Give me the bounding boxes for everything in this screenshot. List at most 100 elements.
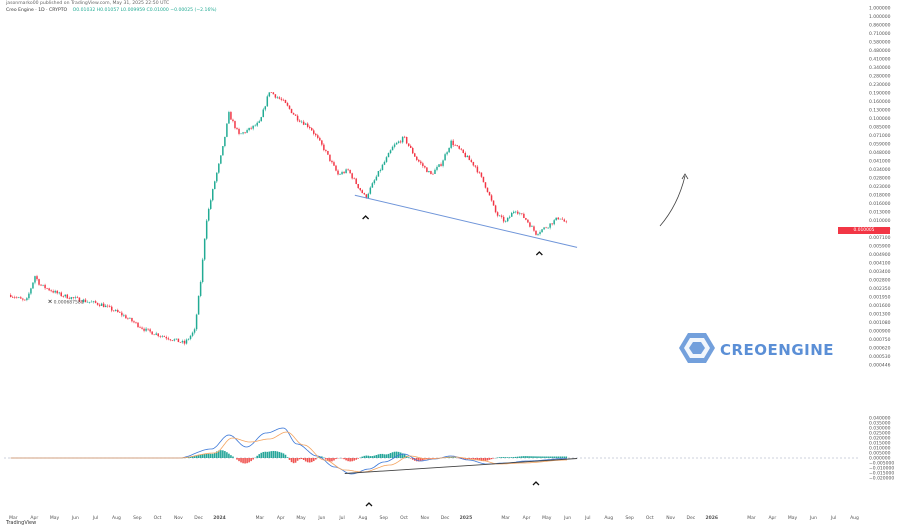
macd-tick-label: −0.010000	[869, 466, 894, 472]
candle-body	[20, 297, 22, 299]
time-tick-label: Jun	[809, 515, 817, 521]
macd-axis: 0.0400000.0350000.0300000.0250000.020000…	[4, 416, 894, 482]
candle-body	[102, 303, 105, 308]
candle-body	[46, 288, 48, 289]
candle-body	[296, 115, 299, 121]
candle-body	[486, 187, 489, 193]
time-tick-label: Mar	[501, 515, 510, 521]
histogram-bar	[387, 453, 390, 458]
histogram-bar	[547, 456, 549, 458]
chevron-up-icon	[532, 481, 540, 486]
candle-body	[448, 147, 450, 153]
time-tick-label: Mar	[747, 515, 756, 521]
histogram-bar	[278, 451, 281, 458]
candle-body	[246, 130, 248, 133]
histogram-bar	[298, 458, 301, 460]
candle-body	[541, 229, 543, 233]
histogram-bar	[527, 456, 529, 458]
time-tick-label: 2026	[705, 515, 718, 521]
histogram-bar	[327, 458, 329, 461]
candle-body	[375, 176, 378, 181]
candle-body	[222, 146, 224, 156]
candle-body	[547, 227, 549, 229]
candle-body	[335, 165, 337, 171]
histogram-bar	[353, 458, 355, 461]
histogram-bar	[401, 453, 404, 458]
candle-body	[367, 193, 370, 198]
price-tick-label: 0.000530	[869, 354, 891, 360]
histogram-bar	[399, 452, 402, 458]
chevron-up-icon	[362, 215, 370, 220]
histogram-bar	[365, 455, 368, 458]
candle-body	[426, 167, 428, 173]
candle-body	[464, 152, 467, 158]
histogram-bar	[371, 456, 374, 458]
histogram-bar	[314, 458, 317, 460]
histogram-bar	[276, 451, 279, 458]
candle-body	[66, 294, 69, 299]
candle-body	[399, 141, 402, 143]
candle-body	[60, 292, 62, 297]
candle-body	[209, 200, 212, 209]
histogram-bar	[367, 455, 370, 458]
candle-body	[405, 137, 408, 144]
histogram-bar	[256, 455, 258, 458]
macd-tick-label: 0.040000	[869, 416, 891, 422]
candle-body	[371, 183, 374, 188]
price-tick-label: 0.085000	[869, 125, 891, 131]
histogram-bar	[476, 458, 479, 460]
candle-body	[391, 146, 394, 151]
crossed-flag-icon	[48, 299, 52, 304]
candle-body	[442, 160, 444, 166]
candle-body	[14, 297, 16, 298]
histogram-bar	[411, 458, 414, 460]
candle-body	[383, 161, 386, 165]
price-tick-label: 0.004100	[869, 261, 891, 267]
histogram-bar	[321, 456, 323, 458]
histogram-bar	[220, 450, 222, 458]
histogram-bar	[533, 456, 535, 458]
last-price-tag: 0.010005	[838, 227, 890, 234]
histogram-bar	[512, 457, 515, 458]
candle-body	[337, 170, 339, 175]
price-tick-label: 0.190000	[869, 91, 891, 97]
candle-body	[270, 92, 273, 93]
histogram-bar	[224, 451, 226, 458]
candle-body	[506, 217, 509, 222]
candle-body	[157, 333, 159, 337]
price-tick-label: 0.003400	[869, 269, 891, 275]
candle-body	[74, 297, 77, 298]
candle-body	[365, 194, 368, 198]
histogram-bar	[302, 458, 305, 460]
candle-body	[143, 328, 145, 331]
candle-body	[416, 156, 418, 160]
candle-body	[171, 340, 174, 341]
price-tick-label: 0.013000	[869, 210, 891, 216]
price-tick-label: 0.000446	[869, 363, 891, 369]
candle-body	[476, 166, 479, 173]
candle-body	[444, 154, 446, 161]
candle-body	[513, 211, 515, 213]
time-tick-label: Jun	[317, 515, 325, 521]
time-tick-label: Aug	[112, 515, 121, 521]
time-tick-label: Oct	[400, 515, 408, 521]
candle-body	[262, 109, 265, 118]
candle-body	[234, 121, 236, 129]
candle-body	[256, 122, 258, 126]
candle-body	[115, 309, 117, 311]
candle-body	[387, 153, 390, 158]
candle-body	[502, 216, 505, 222]
time-tick-label: Nov	[420, 515, 429, 521]
candle-body	[252, 125, 254, 129]
candle-body	[264, 106, 267, 110]
histogram-bar	[266, 451, 269, 458]
candle-body	[331, 160, 333, 163]
candle-body	[64, 294, 67, 297]
histogram-bar	[377, 454, 380, 458]
candle-body	[274, 94, 277, 98]
price-tick-label: 0.580000	[869, 40, 891, 46]
candle-body	[108, 305, 111, 307]
histogram-bar	[201, 454, 204, 458]
candle-body	[313, 130, 315, 134]
macd-lines	[10, 427, 567, 475]
